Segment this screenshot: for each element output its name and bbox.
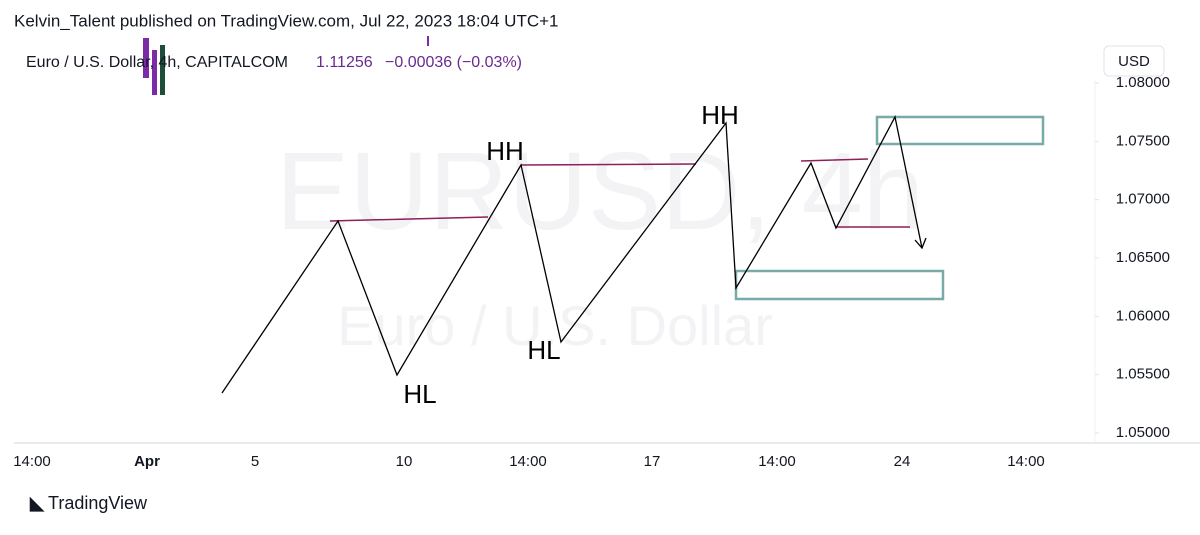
y-tick-label: 1.07500 (1116, 132, 1170, 149)
x-tick-label: 14:00 (509, 453, 547, 470)
change: −0.00036 (−0.03%) (385, 54, 522, 71)
x-tick-label: 14:00 (13, 453, 51, 470)
annotation: HH (486, 136, 524, 166)
price-path (221, 115, 923, 394)
zone-box (875, 115, 1045, 146)
logo-mark: ◣ (29, 493, 45, 513)
candle (160, 45, 165, 95)
y-tick-label: 1.06500 (1116, 249, 1170, 266)
x-tick-label: Apr (134, 453, 160, 470)
annotation: HH (701, 100, 739, 130)
x-tick-label: 14:00 (1007, 453, 1045, 470)
x-tick-label: 24 (894, 453, 911, 470)
x-tick-label: 5 (251, 453, 259, 470)
level-line (800, 158, 869, 162)
y-tick-label: 1.06000 (1116, 307, 1170, 324)
x-tick-label: 10 (396, 453, 413, 470)
watermark-name: Euro / U.S. Dollar (337, 294, 773, 357)
level-line (329, 216, 489, 222)
annotation: HL (527, 335, 560, 365)
arrow-head (914, 237, 927, 250)
watermark-symbol: EURUSD, 4h (276, 130, 924, 253)
publisher: Kelvin_Talent published on TradingView.c… (14, 11, 559, 30)
candle (143, 38, 149, 78)
price: 1.11256 (316, 54, 373, 71)
candle (427, 36, 429, 46)
y-tick-label: 1.07000 (1116, 191, 1170, 208)
candle (152, 50, 157, 95)
x-tick-label: 17 (644, 453, 661, 470)
y-tick-label: 1.05500 (1116, 366, 1170, 383)
brand: TradingView (48, 493, 148, 513)
level-line (520, 163, 697, 166)
symbol: Euro / U.S. Dollar, 4h, CAPITALCOM (26, 54, 288, 71)
annotation: HL (403, 379, 436, 409)
currency[interactable]: USD (1118, 53, 1150, 70)
x-tick-label: 14:00 (758, 453, 796, 470)
candles (143, 36, 429, 95)
y-tick-label: 1.05000 (1116, 424, 1170, 441)
currency-button[interactable] (1103, 45, 1165, 77)
y-tick-label: 1.08000 (1116, 74, 1170, 91)
